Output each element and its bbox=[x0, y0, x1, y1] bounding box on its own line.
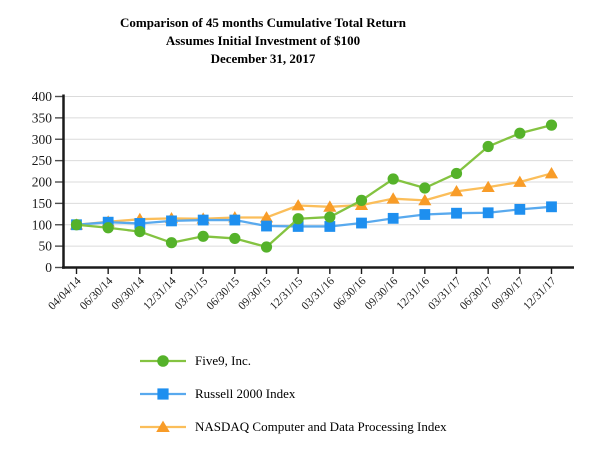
series-russell-2000-index-point bbox=[356, 217, 367, 229]
x-tick-label: 09/30/16 bbox=[363, 275, 401, 313]
series-five9-inc-point bbox=[545, 119, 558, 131]
x-tick-label: 12/31/15 bbox=[268, 275, 306, 313]
y-tick-label: 250 bbox=[32, 153, 53, 168]
series-nasdaq-computer-and-data-processing-index-point bbox=[544, 167, 559, 179]
y-tick-label: 100 bbox=[32, 217, 53, 232]
chart-title: Comparison of 45 months Cumulative Total… bbox=[0, 14, 526, 68]
x-tick-label: 04/04/14 bbox=[46, 275, 84, 313]
series-nasdaq-computer-and-data-processing-index-point bbox=[386, 192, 400, 204]
series-five9-inc-point bbox=[482, 140, 494, 153]
legend-marker bbox=[157, 387, 169, 400]
y-tick-label: 300 bbox=[32, 132, 53, 147]
series-russell-2000-index-point bbox=[387, 212, 399, 224]
chart-title-line2: Assumes Initial Investment of $100 bbox=[165, 33, 361, 48]
x-tick-label: 12/31/14 bbox=[141, 275, 179, 313]
x-tick-label: 12/31/17 bbox=[521, 275, 559, 313]
chart-title-line3: December 31, 2017 bbox=[210, 51, 316, 66]
series-five9-inc-point bbox=[292, 213, 304, 225]
x-tick-label: 06/30/15 bbox=[205, 275, 243, 313]
series-five9-inc-point bbox=[102, 222, 114, 234]
series-nasdaq-computer-and-data-processing-index-point bbox=[323, 200, 337, 212]
y-tick-label: 350 bbox=[32, 110, 53, 125]
series-russell-2000-index-line bbox=[76, 205, 552, 228]
x-tick-label: 06/30/17 bbox=[458, 275, 496, 313]
y-tick-label: 50 bbox=[39, 239, 53, 254]
series-russell-2000-index-point bbox=[261, 220, 272, 232]
legend-item-russell2000: Russell 2000 Index bbox=[139, 385, 447, 402]
series-russell-2000-index-point bbox=[229, 214, 241, 226]
legend-marker bbox=[156, 420, 170, 432]
legend-label-five9: Five9, Inc. bbox=[195, 352, 251, 368]
x-tick-label: 03/31/15 bbox=[173, 275, 211, 313]
y-tick-label: 400 bbox=[32, 89, 53, 104]
x-tick-label: 09/30/14 bbox=[110, 275, 148, 313]
series-russell-2000-index-point bbox=[451, 207, 462, 219]
line-chart-plot: 0 50 100 150 200 250 300 350 400 04/04/1406/30/14… bbox=[32, 89, 574, 313]
series-five9-inc-point bbox=[450, 167, 463, 180]
series-russell-2000-index-point bbox=[514, 203, 526, 215]
series-five9-inc-point bbox=[419, 182, 431, 194]
series-five9-inc-point bbox=[134, 225, 146, 238]
legend-item-five9: Five9, Inc. bbox=[139, 352, 447, 369]
x-tick-label: 09/30/17 bbox=[490, 275, 528, 313]
series-russell-2000-index-point bbox=[197, 214, 209, 226]
series-five9-inc-line bbox=[76, 124, 552, 249]
legend-label-nasdaq-cdp: NASDAQ Computer and Data Processing Inde… bbox=[195, 418, 447, 434]
series-nasdaq-computer-and-data-processing-index-line bbox=[76, 172, 552, 226]
chart-title-line1: Comparison of 45 months Cumulative Total… bbox=[119, 15, 407, 30]
series-five9-inc-point bbox=[355, 194, 368, 206]
series-russell-2000-index-point bbox=[546, 201, 557, 213]
series-nasdaq-computer-and-data-processing-index-point bbox=[259, 211, 274, 223]
square-marker-icon bbox=[140, 387, 186, 400]
triangle-marker-icon bbox=[140, 420, 186, 432]
x-tick-label: 03/31/17 bbox=[426, 275, 464, 313]
legend-label-russell2000: Russell 2000 Index bbox=[195, 385, 296, 401]
series-five9-inc-point bbox=[387, 173, 399, 185]
y-tick-label: 200 bbox=[32, 175, 53, 190]
series-five9-inc-point bbox=[514, 127, 526, 139]
x-tick-label: 06/30/16 bbox=[331, 275, 369, 313]
x-tick-label: 06/30/14 bbox=[78, 275, 116, 313]
series-russell-2000-index-point bbox=[166, 215, 177, 227]
series-five9-inc-point bbox=[324, 211, 336, 223]
series-nasdaq-computer-and-data-processing-index-point bbox=[418, 193, 432, 206]
x-tick-label: 12/31/16 bbox=[395, 275, 433, 313]
series-five9-inc-point bbox=[70, 219, 83, 231]
series-russell-2000-index-point bbox=[134, 218, 146, 229]
x-tick-label: 03/31/16 bbox=[300, 275, 338, 313]
series-russell-2000-index-point bbox=[324, 221, 336, 232]
series-five9-inc-point bbox=[260, 241, 273, 253]
series-five9-inc-point bbox=[165, 237, 178, 249]
legend-marker bbox=[157, 354, 169, 367]
y-tick-label: 0 bbox=[45, 260, 52, 275]
series-russell-2000-index-point bbox=[419, 209, 431, 220]
series-nasdaq-computer-and-data-processing-index-point bbox=[481, 180, 495, 193]
x-tick-label: 09/30/15 bbox=[236, 275, 274, 313]
series-russell-2000-index-point bbox=[482, 207, 494, 219]
circle-marker-icon bbox=[140, 354, 186, 367]
series-nasdaq-computer-and-data-processing-index-point bbox=[291, 199, 305, 211]
series-nasdaq-computer-and-data-processing-index-point bbox=[513, 175, 527, 187]
chart-legend: Five9, Inc. Russell 2000 Index NASDAQ Co… bbox=[139, 352, 447, 435]
y-tick-label: 150 bbox=[32, 196, 53, 211]
legend-item-nasdaq-cdp: NASDAQ Computer and Data Processing Inde… bbox=[139, 418, 447, 435]
series-russell-2000-index-point bbox=[292, 221, 304, 232]
series-five9-inc-point bbox=[229, 232, 241, 245]
series-nasdaq-computer-and-data-processing-index-point bbox=[449, 185, 464, 197]
series-five9-inc-point bbox=[197, 230, 209, 242]
